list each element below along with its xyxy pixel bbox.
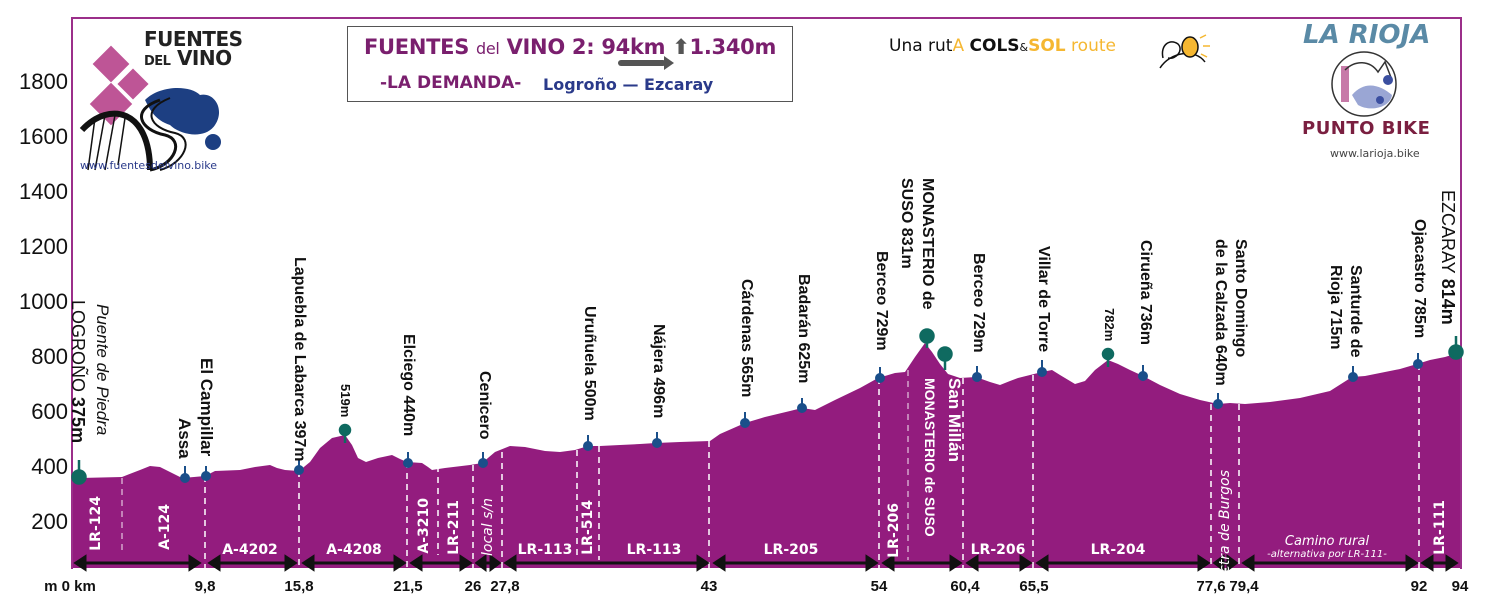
cyclist-sun-icon [1159, 34, 1210, 69]
road-label: LR-111 [1432, 500, 1448, 555]
waypoint-label-urunuela: Uruñuela 500m [581, 306, 598, 421]
waypoint-label-suso-1: MONASTERIO de [919, 178, 936, 310]
elevation-area [73, 343, 1460, 568]
route-title-box: FUENTES del VINO 2: 94km ⬆1.340m -LA DEM… [347, 26, 793, 102]
waypoint-label-santo-2: de la Calzada 640m [1212, 239, 1229, 386]
chart-frame [71, 17, 1462, 569]
waypoint-label-san-millan: San Millán [945, 378, 964, 463]
y-tick: 1400 [19, 179, 68, 204]
road-label-monasterio-suso: MONASTERIO de SUSO [922, 378, 938, 537]
route-endpoints: Logroño — Ezcaray [543, 75, 714, 94]
road-label: LR-113 [626, 542, 682, 558]
waypoint-label-782: 782m [1102, 308, 1117, 342]
x-tick: 79,4 [1229, 578, 1259, 595]
road-label: A-4202 [222, 542, 278, 558]
road-label: LR-211 [446, 500, 462, 555]
waypoint-label-villar: Villar de Torre [1035, 246, 1052, 353]
waypoint-label-santurde-1: Santurde de [1347, 265, 1364, 358]
road-label: A-4208 [326, 542, 382, 558]
waypoint-label-assa: Assa [175, 418, 194, 459]
y-tick: 1800 [19, 69, 68, 94]
road-label: local s/n [480, 498, 496, 556]
road-label: LR-206 [886, 503, 902, 558]
x-tick: 9,8 [194, 578, 216, 595]
x-tick: 77,6 [1196, 578, 1226, 595]
y-tick: 800 [31, 344, 68, 369]
road-label: LR-113 [517, 542, 573, 558]
route-title: FUENTES del VINO 2: 94km ⬆1.340m [364, 35, 777, 59]
x-tick: 21,5 [393, 578, 423, 595]
waypoint-markers [71, 328, 1464, 485]
road-label: LR-124 [88, 496, 104, 551]
arrow-up-icon: ⬆ [672, 35, 690, 59]
arrow-right-icon [618, 60, 666, 66]
road-label: LR-205 [763, 542, 819, 558]
punto-bike-name: PUNTO BIKE [1302, 118, 1431, 139]
cols-sol-logo: Una rutA COLS&SOL route [889, 36, 1116, 56]
road-label: LR-514 [580, 500, 596, 555]
road-label: -alternativa por LR-111- [1267, 549, 1387, 560]
x-tick: 54 [870, 578, 888, 595]
waypoint-label-elciego: Elciego 440m [400, 334, 417, 437]
road-label: ctra de Burgos [1217, 470, 1233, 573]
road-label: LR-206 [970, 542, 1026, 558]
x-tick: 94 [1451, 578, 1469, 595]
y-tick: 400 [31, 454, 68, 479]
waypoint-label-santo-1: Santo Domingo [1232, 239, 1249, 358]
x-tick: 65,5 [1019, 578, 1049, 595]
waypoint-label-ciruena: Cirueña 736m [1137, 240, 1154, 345]
road-arrows [73, 554, 1459, 572]
arrow-right-head [664, 56, 674, 70]
y-tick: 600 [31, 399, 68, 424]
road-label: LR-204 [1090, 542, 1146, 558]
waypoint-label-lapuebla: Lapuebla de Labarca 397m [291, 257, 308, 462]
waypoint-label-berceo-2: Berceo 729m [970, 253, 987, 353]
fuentes-del-vino-logo: FUENTES DEL VINO www.fuentesdelvino.bike [80, 27, 243, 172]
waypoint-label-logrono: LOGROÑO 375m [68, 300, 88, 444]
waypoint-label-campillar: El Campillar [197, 358, 216, 457]
rioja-url[interactable]: www.larioja.bike [1330, 147, 1420, 160]
x-tick: 92 [1410, 578, 1428, 595]
x-tick: 43 [700, 578, 718, 595]
road-label: A-3210 [416, 498, 432, 554]
waypoint-label-cardenas: Cárdenas 565m [738, 279, 755, 398]
x-tick: 15,8 [284, 578, 314, 595]
waypoint-label-ezcaray: EZCARAY 814m [1438, 190, 1458, 325]
x-tick: m 0 km [44, 578, 96, 595]
waypoint-label-puente: Puente de Piedra [93, 304, 112, 436]
waypoint-label-najera: Nájera 496m [650, 324, 667, 419]
x-tick: 27,8 [490, 578, 520, 595]
la-rioja-title: LA RIOJA [1303, 20, 1431, 50]
waypoint-label-badaran: Badarán 625m [795, 274, 812, 384]
x-tick: 26 [464, 578, 482, 595]
waypoint-label-cenicero: Cenicero [476, 371, 493, 440]
road-label: A-124 [157, 504, 173, 550]
waypoint-label-berceo-1: Berceo 729m [873, 251, 890, 351]
y-tick: 200 [31, 509, 68, 534]
fuentes-url[interactable]: www.fuentesdelvino.bike [80, 159, 218, 172]
waypoint-label-suso-2: SUSO 831m [898, 178, 915, 269]
waypoint-label-santurde-2: Rioja 715m [1327, 265, 1344, 350]
punto-bike-logo-graphic [1331, 51, 1397, 117]
x-tick: 60,4 [950, 578, 980, 595]
road-label: Camino rural [1284, 534, 1370, 549]
segment-dividers [121, 364, 1420, 568]
waypoint-label-519: 519m [338, 384, 353, 418]
y-tick: 1600 [19, 124, 68, 149]
route-subtitle: -LA DEMANDA- [380, 73, 522, 93]
y-tick: 1000 [19, 289, 68, 314]
y-tick: 1200 [19, 234, 68, 259]
waypoint-label-ojacastro: Ojacastro 785m [1411, 219, 1428, 339]
